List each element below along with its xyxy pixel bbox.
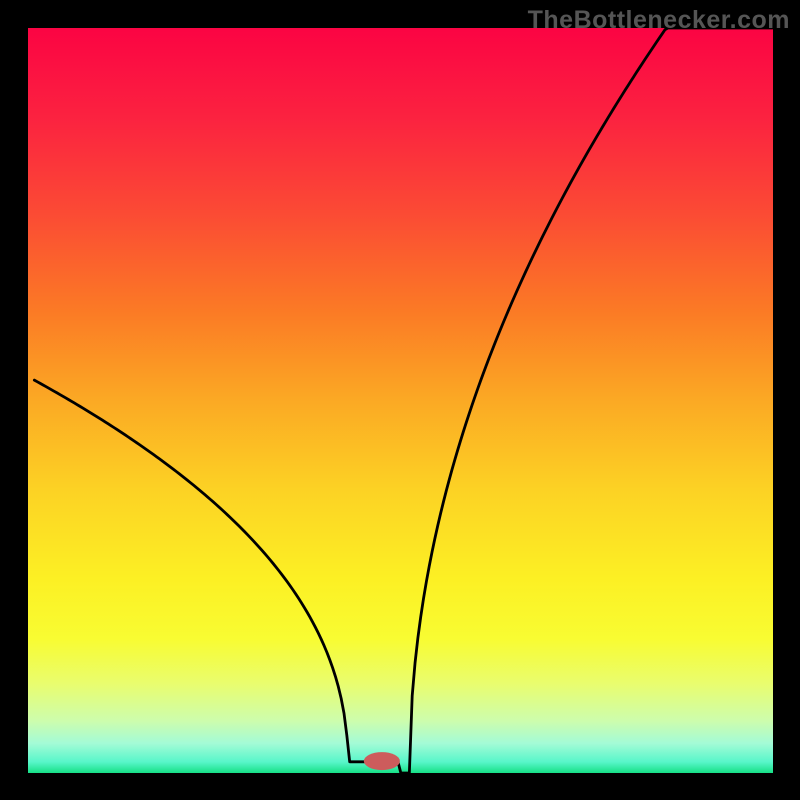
figure-canvas: TheBottlenecker.com [0, 0, 800, 800]
gradient-background [28, 28, 773, 773]
bottleneck-chart [28, 28, 773, 773]
optimum-marker [364, 752, 400, 770]
watermark-text: TheBottlenecker.com [528, 6, 790, 35]
